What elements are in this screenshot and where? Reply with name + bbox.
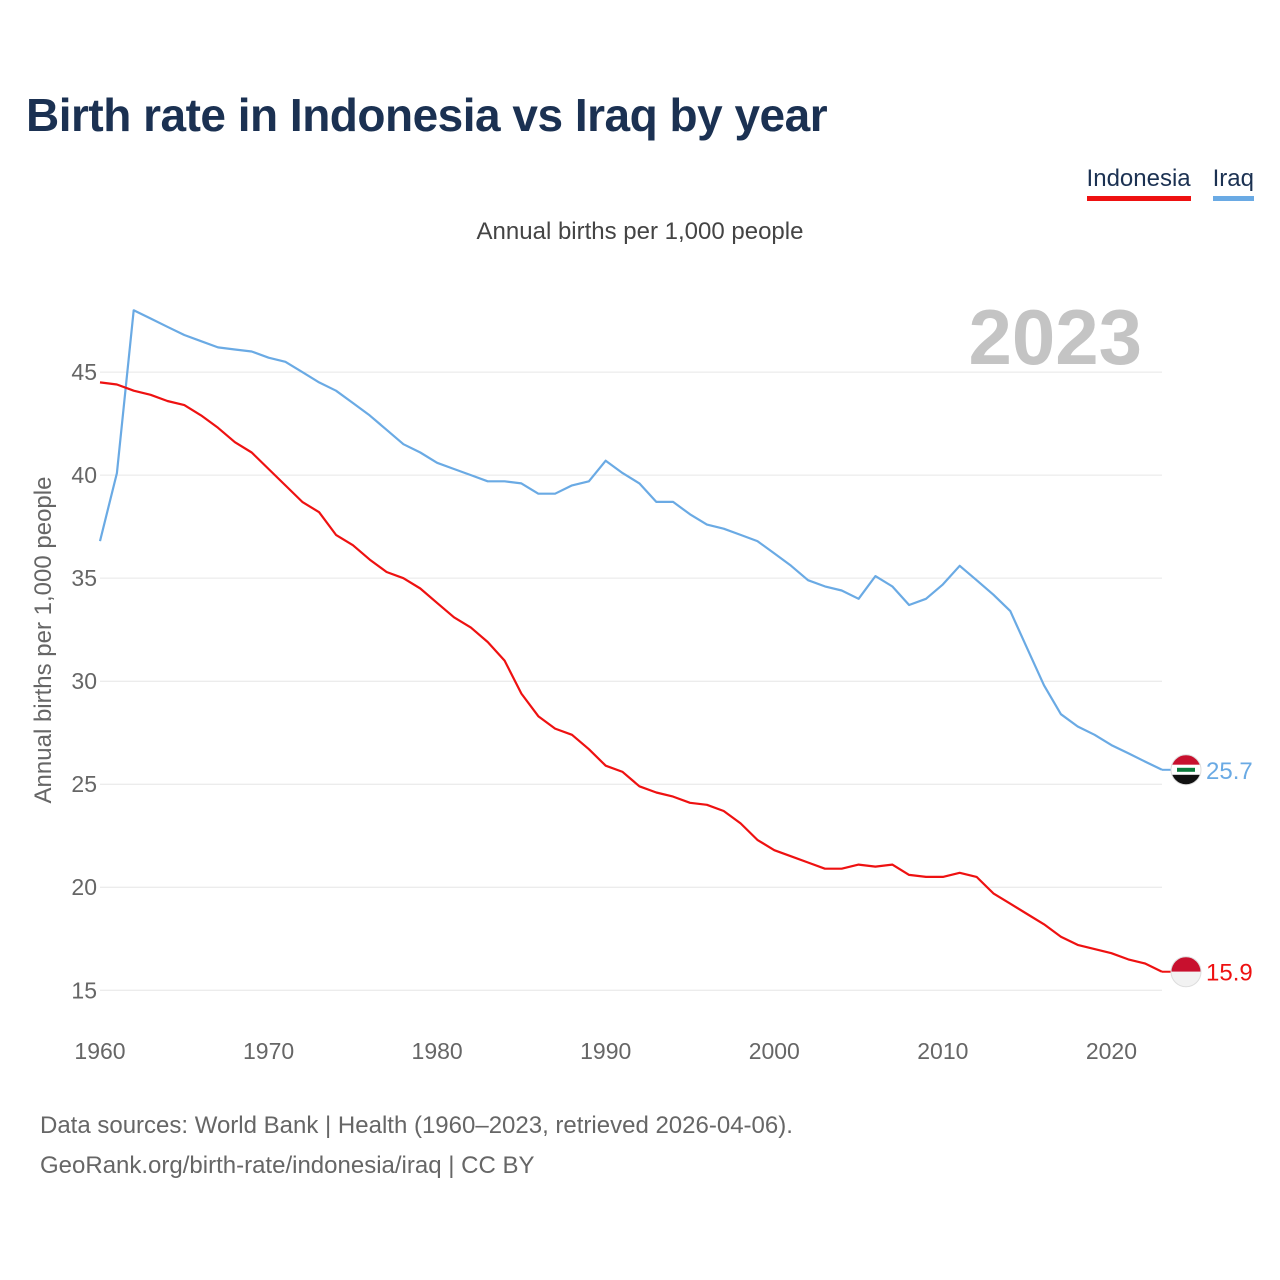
- iraq-flag-icon: [1170, 754, 1202, 786]
- x-tick-label: 1980: [412, 1038, 463, 1064]
- y-tick-label: 15: [71, 977, 97, 1003]
- x-tick-label: 1970: [243, 1038, 294, 1064]
- source-line-2[interactable]: GeoRank.org/birth-rate/indonesia/iraq | …: [40, 1152, 535, 1179]
- year-watermark: 2023: [968, 293, 1142, 381]
- x-tick-label: 2020: [1086, 1038, 1137, 1064]
- y-tick-label: 35: [71, 565, 97, 591]
- x-tick-label: 1990: [580, 1038, 631, 1064]
- y-tick-label: 25: [71, 771, 97, 797]
- end-value-label-iraq: 25.7: [1206, 758, 1253, 785]
- legend: Indonesia Iraq: [1086, 166, 1254, 201]
- indonesia-flag-icon: [1170, 956, 1202, 988]
- x-tick-label: 2010: [917, 1038, 968, 1064]
- legend-item-iraq[interactable]: Iraq: [1212, 166, 1254, 201]
- y-tick-label: 30: [71, 668, 97, 694]
- y-axis-title: Annual births per 1,000 people: [30, 477, 57, 804]
- source-note: Data sources: World Bank | Health (1960–…: [40, 1106, 793, 1186]
- legend-item-indonesia[interactable]: Indonesia: [1086, 166, 1191, 201]
- series-line-iraq[interactable]: [98, 309, 1163, 771]
- end-value-label-indonesia: 15.9: [1206, 960, 1253, 987]
- series-line-indonesia[interactable]: [99, 381, 1163, 973]
- x-tick-label: 1960: [74, 1038, 125, 1064]
- y-tick-label: 40: [71, 462, 97, 488]
- y-tick-label: 20: [71, 874, 97, 900]
- y-tick-label: 45: [71, 359, 97, 385]
- x-tick-label: 2000: [749, 1038, 800, 1064]
- chart-title: Birth rate in Indonesia vs Iraq by year: [26, 89, 828, 141]
- chart-subtitle: Annual births per 1,000 people: [476, 218, 804, 245]
- source-line-1: Data sources: World Bank | Health (1960–…: [40, 1112, 793, 1139]
